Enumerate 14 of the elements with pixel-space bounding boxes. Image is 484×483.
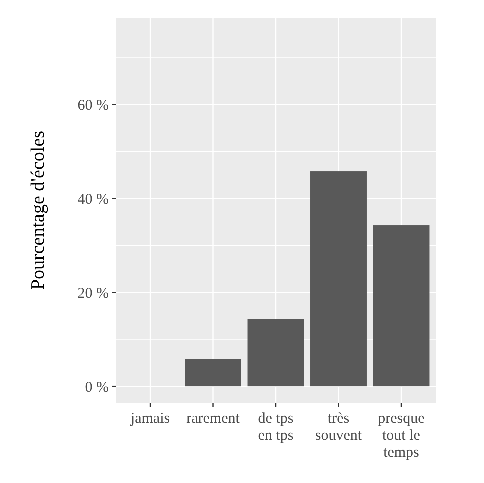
bar <box>310 172 367 387</box>
y-axis-title: Pourcentage d'écoles <box>28 130 49 290</box>
x-tick-label: jamais <box>130 411 170 427</box>
bar <box>373 226 430 387</box>
y-tick-label: 60 % <box>78 98 109 114</box>
y-tick-label: 0 % <box>85 380 109 396</box>
bar <box>185 359 242 387</box>
x-tick-label: rarement <box>186 411 241 427</box>
x-tick-label: très souvent <box>315 411 363 444</box>
x-tick-label: presque tout le temps <box>378 411 426 461</box>
bar <box>248 319 304 387</box>
y-tick-label: 40 % <box>78 192 109 208</box>
y-tick-label: 20 % <box>78 286 109 302</box>
x-tick-label: de tps en tps <box>258 411 294 444</box>
